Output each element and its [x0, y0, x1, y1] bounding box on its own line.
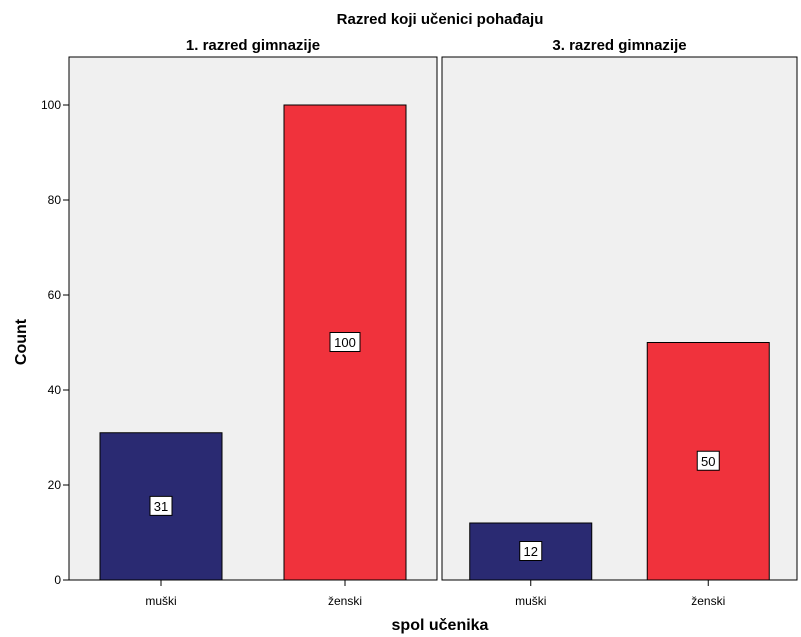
data-label: 100: [334, 335, 356, 350]
y-tick-label: 60: [48, 288, 62, 302]
x-tick-label: muški: [515, 594, 546, 608]
data-label-box: [149, 495, 173, 516]
x-tick-label: ženski: [328, 594, 362, 608]
y-tick-label: 80: [48, 193, 62, 207]
data-label-box: [519, 541, 543, 561]
data-label-box: [329, 332, 361, 352]
panel-title: 1. razred gimnazije: [186, 37, 320, 54]
y-tick-label: 40: [48, 383, 62, 397]
data-label-box: [696, 450, 720, 471]
x-tick-label: ženski: [691, 594, 725, 608]
y-axis-label: Count: [13, 318, 30, 365]
data-label: 50: [701, 454, 715, 469]
x-tick-label: muški: [145, 594, 176, 608]
panel-title: 3. razred gimnazije: [552, 37, 686, 54]
chart-title: Razred koji učenici pohađaju: [337, 11, 544, 28]
x-axis-label: spol učenika: [392, 617, 489, 634]
y-tick-label: 100: [41, 98, 61, 112]
y-tick-label: 20: [48, 478, 62, 492]
y-tick-label: 0: [54, 573, 61, 587]
data-label: 12: [524, 544, 538, 559]
data-label: 31: [154, 499, 168, 514]
panels-layer: 0 20 40 60 80 100 1. razred gimnazije 31 muški 10…: [41, 37, 798, 608]
